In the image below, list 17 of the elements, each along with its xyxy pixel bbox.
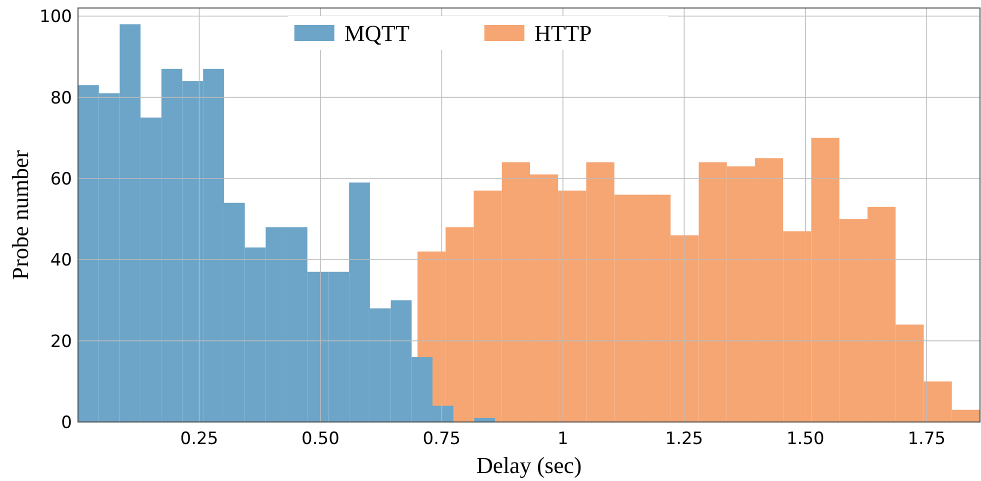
x-tick-label: 0.75 bbox=[422, 429, 461, 449]
x-axis-title: Delay (sec) bbox=[476, 453, 582, 478]
x-tick-label: 1 bbox=[558, 429, 568, 449]
y-tick-label: 40 bbox=[50, 250, 72, 271]
x-tick-label: 1.25 bbox=[665, 429, 704, 449]
legend-label: HTTP bbox=[534, 21, 592, 46]
y-tick-label: 80 bbox=[50, 88, 72, 108]
y-tick-label: 60 bbox=[50, 169, 72, 190]
y-tick-label: 100 bbox=[40, 7, 72, 28]
x-tick-label: 1.75 bbox=[908, 429, 946, 449]
legend-label: MQTT bbox=[344, 21, 410, 46]
x-tick-label: 0.50 bbox=[302, 429, 340, 449]
y-tick-label: 0 bbox=[61, 413, 72, 433]
y-tick-label: 20 bbox=[50, 332, 72, 352]
x-tick-label: 1.50 bbox=[786, 429, 824, 449]
y-axis-title: Probe number bbox=[8, 150, 33, 280]
x-tick-label: 0.25 bbox=[180, 429, 218, 449]
